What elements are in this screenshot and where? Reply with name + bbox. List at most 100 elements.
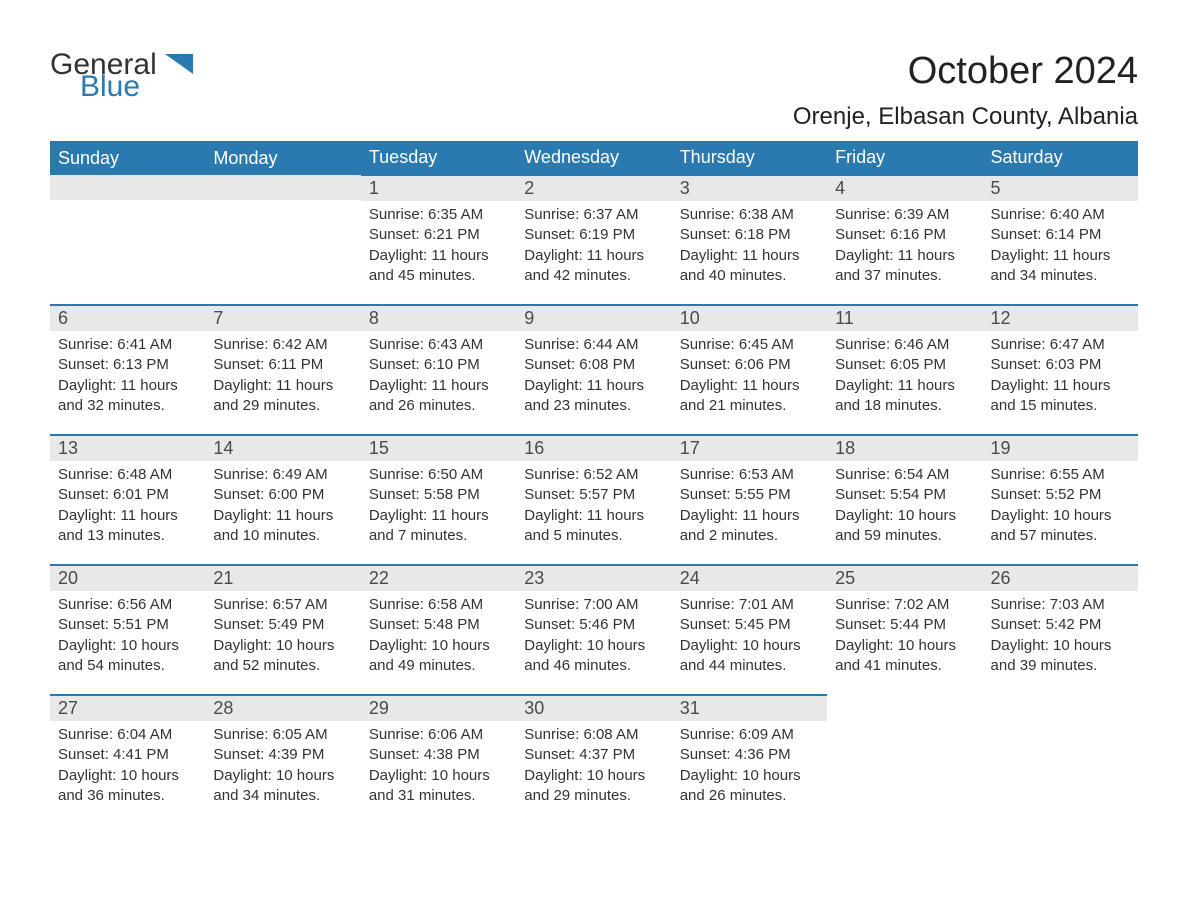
calendar-day-cell: 24Sunrise: 7:01 AMSunset: 5:45 PMDayligh… bbox=[672, 565, 827, 695]
daylight-text: and 5 minutes. bbox=[524, 526, 663, 546]
daylight-text: and 2 minutes. bbox=[680, 526, 819, 546]
calendar-day-cell: 13Sunrise: 6:48 AMSunset: 6:01 PMDayligh… bbox=[50, 435, 205, 565]
daylight-text: and 57 minutes. bbox=[991, 526, 1130, 546]
calendar-day-cell: 1Sunrise: 6:35 AMSunset: 6:21 PMDaylight… bbox=[361, 175, 516, 305]
daylight-text: Daylight: 11 hours bbox=[369, 506, 508, 526]
sunset-text: Sunset: 6:19 PM bbox=[524, 225, 663, 245]
daylight-text: and 41 minutes. bbox=[835, 656, 974, 676]
calendar-week-row: 27Sunrise: 6:04 AMSunset: 4:41 PMDayligh… bbox=[50, 695, 1138, 825]
daylight-text: Daylight: 10 hours bbox=[524, 636, 663, 656]
day-header: Wednesday bbox=[516, 141, 671, 175]
day-content: Sunrise: 6:49 AMSunset: 6:00 PMDaylight:… bbox=[205, 461, 360, 558]
sunrise-text: Sunrise: 6:40 AM bbox=[991, 205, 1130, 225]
sunrise-text: Sunrise: 6:46 AM bbox=[835, 335, 974, 355]
sunrise-text: Sunrise: 7:01 AM bbox=[680, 595, 819, 615]
daylight-text: Daylight: 10 hours bbox=[58, 636, 197, 656]
daylight-text: and 18 minutes. bbox=[835, 396, 974, 416]
day-number: 22 bbox=[361, 566, 516, 591]
day-content: Sunrise: 6:57 AMSunset: 5:49 PMDaylight:… bbox=[205, 591, 360, 688]
daylight-text: Daylight: 11 hours bbox=[524, 246, 663, 266]
sunrise-text: Sunrise: 6:43 AM bbox=[369, 335, 508, 355]
daylight-text: Daylight: 11 hours bbox=[369, 376, 508, 396]
sunset-text: Sunset: 6:11 PM bbox=[213, 355, 352, 375]
calendar-day-cell: 30Sunrise: 6:08 AMSunset: 4:37 PMDayligh… bbox=[516, 695, 671, 825]
day-number-empty bbox=[983, 695, 1138, 720]
calendar-day-cell: 8Sunrise: 6:43 AMSunset: 6:10 PMDaylight… bbox=[361, 305, 516, 435]
daylight-text: Daylight: 10 hours bbox=[213, 766, 352, 786]
logo-triangle-icon bbox=[165, 54, 193, 74]
day-number: 31 bbox=[672, 696, 827, 721]
day-number: 21 bbox=[205, 566, 360, 591]
daylight-text: and 42 minutes. bbox=[524, 266, 663, 286]
daylight-text: and 15 minutes. bbox=[991, 396, 1130, 416]
sunrise-text: Sunrise: 6:49 AM bbox=[213, 465, 352, 485]
daylight-text: and 7 minutes. bbox=[369, 526, 508, 546]
calendar-day-cell: 22Sunrise: 6:58 AMSunset: 5:48 PMDayligh… bbox=[361, 565, 516, 695]
sunrise-text: Sunrise: 6:48 AM bbox=[58, 465, 197, 485]
day-number: 27 bbox=[50, 696, 205, 721]
daylight-text: and 29 minutes. bbox=[213, 396, 352, 416]
sunrise-text: Sunrise: 6:41 AM bbox=[58, 335, 197, 355]
sunset-text: Sunset: 5:46 PM bbox=[524, 615, 663, 635]
day-content: Sunrise: 7:03 AMSunset: 5:42 PMDaylight:… bbox=[983, 591, 1138, 688]
calendar-day-cell: 25Sunrise: 7:02 AMSunset: 5:44 PMDayligh… bbox=[827, 565, 982, 695]
sunrise-text: Sunrise: 6:47 AM bbox=[991, 335, 1130, 355]
day-number: 26 bbox=[983, 566, 1138, 591]
calendar-day-cell: 27 Sunrise: 6:04 AMSunset: 4:41 PMDayligh… bbox=[50, 695, 205, 825]
daylight-text: Daylight: 11 hours bbox=[991, 376, 1130, 396]
day-header: Tuesday bbox=[361, 141, 516, 175]
daylight-text: Daylight: 11 hours bbox=[213, 506, 352, 526]
day-number: 29 bbox=[361, 696, 516, 721]
daylight-text: and 31 minutes. bbox=[369, 786, 508, 806]
sunrise-text: Sunrise: 6:05 AM bbox=[213, 725, 352, 745]
daylight-text: and 34 minutes. bbox=[213, 786, 352, 806]
day-content: Sunrise: 7:02 AMSunset: 5:44 PMDaylight:… bbox=[827, 591, 982, 688]
day-number: 13 bbox=[50, 436, 205, 461]
calendar-day-cell: 10Sunrise: 6:45 AMSunset: 6:06 PMDayligh… bbox=[672, 305, 827, 435]
daylight-text: Daylight: 10 hours bbox=[680, 766, 819, 786]
day-number-empty bbox=[827, 695, 982, 720]
daylight-text: and 44 minutes. bbox=[680, 656, 819, 676]
sunrise-text: Sunrise: 6:54 AM bbox=[835, 465, 974, 485]
day-content: Sunrise: 6:53 AMSunset: 5:55 PMDaylight:… bbox=[672, 461, 827, 558]
day-number: 18 bbox=[827, 436, 982, 461]
daylight-text: Daylight: 11 hours bbox=[991, 246, 1130, 266]
daylight-text: Daylight: 10 hours bbox=[991, 636, 1130, 656]
daylight-text: and 21 minutes. bbox=[680, 396, 819, 416]
sunset-text: Sunset: 4:38 PM bbox=[369, 745, 508, 765]
day-number: 17 bbox=[672, 436, 827, 461]
daylight-text: and 23 minutes. bbox=[524, 396, 663, 416]
sunrise-text: Sunrise: 6:50 AM bbox=[369, 465, 508, 485]
day-content: Sunrise: 6:39 AMSunset: 6:16 PMDaylight:… bbox=[827, 201, 982, 298]
daylight-text: Daylight: 10 hours bbox=[524, 766, 663, 786]
day-header: Saturday bbox=[983, 141, 1138, 175]
sunset-text: Sunset: 5:51 PM bbox=[58, 615, 197, 635]
calendar-day-cell: 17Sunrise: 6:53 AMSunset: 5:55 PMDayligh… bbox=[672, 435, 827, 565]
sunset-text: Sunset: 6:21 PM bbox=[369, 225, 508, 245]
sunset-text: Sunset: 4:37 PM bbox=[524, 745, 663, 765]
calendar-day-cell: 6Sunrise: 6:41 AMSunset: 6:13 PMDaylight… bbox=[50, 305, 205, 435]
sunset-text: Sunset: 5:58 PM bbox=[369, 485, 508, 505]
sunrise-text: Sunrise: 6:04 AM bbox=[58, 725, 197, 745]
day-number: 9 bbox=[516, 306, 671, 331]
sunrise-text: Sunrise: 6:42 AM bbox=[213, 335, 352, 355]
day-number: 4 bbox=[827, 176, 982, 201]
sunset-text: Sunset: 4:41 PM bbox=[58, 745, 197, 765]
daylight-text: and 26 minutes. bbox=[680, 786, 819, 806]
sunset-text: Sunset: 5:55 PM bbox=[680, 485, 819, 505]
day-header: Thursday bbox=[672, 141, 827, 175]
day-number: 11 bbox=[827, 306, 982, 331]
day-content: Sunrise: 6:50 AMSunset: 5:58 PMDaylight:… bbox=[361, 461, 516, 558]
day-header: Friday bbox=[827, 141, 982, 175]
daylight-text: Daylight: 10 hours bbox=[58, 766, 197, 786]
day-content: Sunrise: 6:37 AMSunset: 6:19 PMDaylight:… bbox=[516, 201, 671, 298]
day-content: Sunrise: 6:46 AMSunset: 6:05 PMDaylight:… bbox=[827, 331, 982, 428]
daylight-text: Daylight: 11 hours bbox=[524, 506, 663, 526]
day-content: Sunrise: 6:09 AMSunset: 4:36 PMDaylight:… bbox=[672, 721, 827, 818]
calendar-day-cell: 19Sunrise: 6:55 AMSunset: 5:52 PMDayligh… bbox=[983, 435, 1138, 565]
sunset-text: Sunset: 5:48 PM bbox=[369, 615, 508, 635]
calendar-day-cell: 26Sunrise: 7:03 AMSunset: 5:42 PMDayligh… bbox=[983, 565, 1138, 695]
calendar-day-cell: 31Sunrise: 6:09 AMSunset: 4:36 PMDayligh… bbox=[672, 695, 827, 825]
daylight-text: Daylight: 10 hours bbox=[835, 506, 974, 526]
day-number: 16 bbox=[516, 436, 671, 461]
